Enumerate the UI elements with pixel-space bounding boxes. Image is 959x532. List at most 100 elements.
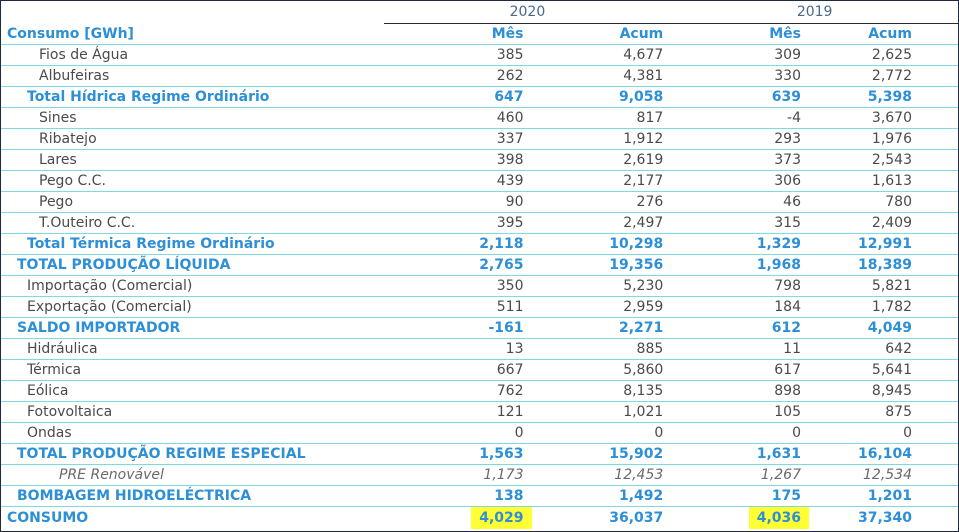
cell-acum-2019: 18,389 [809, 254, 958, 276]
table-row: Lares 398 2,619 373 2,543 [1, 149, 958, 171]
cell-acum-2019: 780 [809, 191, 958, 213]
cell-mes-2020: 90 [383, 191, 532, 213]
row-label: TOTAL PRODUÇÃO LÍQUIDA [1, 254, 384, 276]
cell-acum-2020: 276 [531, 191, 672, 213]
cell-acum-2019: 37,340 [857, 510, 912, 526]
cell-mes-2020: 385 [383, 44, 532, 66]
table-row: T.Outeiro C.C. 395 2,497 315 2,409 [1, 212, 958, 234]
cell-acum-2019: 16,104 [809, 443, 958, 465]
table-row: Total Hídrica Regime Ordinário 647 9,058 63… [1, 86, 958, 108]
table-row: Fios de Água 385 4,677 309 2,625 [1, 44, 958, 66]
cell-acum-2019: 4,049 [809, 317, 958, 339]
cell-acum-2020: 15,902 [531, 443, 672, 465]
year-2020-label: 2020 [383, 1, 672, 24]
cell-acum-2019: 1,201 [809, 485, 958, 507]
row-label: Hidráulica [1, 338, 384, 360]
cell-mes-2020: 511 [383, 296, 532, 318]
row-label: Ribatejo [1, 128, 384, 150]
table-row: PRE Renovável 1,173 12,453 1,267 12,534 [1, 464, 958, 486]
cell-mes-2020: 395 [383, 212, 532, 234]
cell-acum-2019: 875 [809, 401, 958, 423]
table-row: Térmica 667 5,860 617 5,641 [1, 359, 958, 381]
cell-mes-2019: 330 [671, 65, 809, 87]
table-row: Sines 460 817 -4 3,670 [1, 107, 958, 129]
table-row: CONSUMO 4,029 36,037 4,036 37,340 [1, 507, 958, 529]
cell-mes-2019: 4,036 [671, 507, 809, 529]
cell-acum-2020: 1,021 [531, 401, 672, 423]
cell-mes-2019: 315 [671, 212, 809, 234]
cell-mes-2019: 639 [671, 86, 809, 108]
cell-acum-2019: 3,670 [809, 107, 958, 129]
cell-mes-2020: 2,765 [383, 254, 532, 276]
cell-acum-2020: 4,381 [531, 65, 672, 87]
table-row: Importação (Comercial) 350 5,230 798 5,821 [1, 275, 958, 297]
row-label: Fotovoltaica [1, 401, 384, 423]
row-label: Fios de Água [1, 44, 384, 66]
table-row: Albufeiras 262 4,381 330 2,772 [1, 65, 958, 87]
cell-acum-2020: 5,860 [531, 359, 672, 381]
table-row: Exportação (Comercial) 511 2,959 184 1,782 [1, 296, 958, 318]
cell-acum-2019: 8,945 [809, 380, 958, 402]
cell-acum-2020: 2,177 [531, 170, 672, 192]
cell-acum-2020: 10,298 [531, 233, 672, 255]
cell-acum-2019: 5,641 [809, 359, 958, 381]
table-row: Fotovoltaica 121 1,021 105 875 [1, 401, 958, 423]
cell-acum-2020: 2,271 [531, 317, 672, 339]
cell-acum-2019: 5,821 [809, 275, 958, 297]
cell-acum-2019: 2,543 [809, 149, 958, 171]
cell-mes-2019: 1,267 [671, 464, 809, 486]
cell-mes-2019: 617 [671, 359, 809, 381]
cell-mes-2020: 4,029 [384, 507, 532, 529]
cell-mes-2020: -161 [383, 317, 532, 339]
table-row: BOMBAGEM HIDROELÉCTRICA 138 1,492 175 1,201 [1, 485, 958, 507]
cell-mes-2020: 337 [383, 128, 532, 150]
cell-mes-2020: 13 [383, 338, 532, 360]
cell-acum-2020: 885 [531, 338, 672, 360]
cell-mes-2020: 460 [383, 107, 532, 129]
cell-acum-2019: 1,613 [809, 170, 958, 192]
table-row: Total Térmica Regime Ordinário 2,118 10,29… [1, 233, 958, 255]
cell-acum-2020: 12,453 [531, 464, 672, 486]
cell-mes-2020: 121 [383, 401, 532, 423]
highlighted-value: 4,029 [471, 507, 532, 529]
cell-acum-2020: 4,677 [531, 44, 672, 66]
table-row: TOTAL PRODUÇÃO REGIME ESPECIAL 1,563 15,90… [1, 443, 958, 465]
table-row: SALDO IMPORTADOR -161 2,271 612 4,049 [1, 317, 958, 339]
cell-acum-2020: 2,497 [531, 212, 672, 234]
cell-mes-2020: 439 [383, 170, 532, 192]
cell-acum-2020: 8,135 [531, 380, 672, 402]
cell-mes-2020: 350 [383, 275, 532, 297]
cell-acum-2020: 36,037 [609, 510, 664, 526]
cell-mes-2019: 306 [671, 170, 809, 192]
row-label: PRE Renovável [1, 464, 384, 486]
cell-mes-2019: 373 [671, 149, 809, 171]
cell-mes-2019: 1,631 [671, 443, 809, 465]
cell-mes-2019: 46 [671, 191, 809, 213]
cell-mes-2019: 612 [671, 317, 809, 339]
table-row: Pego C.C. 439 2,177 306 1,613 [1, 170, 958, 192]
header-mes-2019: Mês [671, 23, 809, 45]
header-consumo-gwh: Consumo [GWh] [1, 23, 384, 45]
cell-acum-2019: 1,976 [809, 128, 958, 150]
header-mes-2020: Mês [383, 23, 532, 45]
table-row: Hidráulica 13 885 11 642 [1, 338, 958, 360]
cell-mes-2019: 798 [671, 275, 809, 297]
table-row: Ondas 0 0 0 0 [1, 422, 958, 444]
cell-mes-2019: 175 [671, 485, 809, 507]
cell-acum-2019: 12,534 [809, 464, 958, 486]
header-acum-2020: Acum [531, 23, 672, 45]
cell-acum-2019: 12,991 [809, 233, 958, 255]
cell-mes-2019: 1,329 [671, 233, 809, 255]
cell-acum-2020: 2,619 [531, 149, 672, 171]
cell-mes-2019: 293 [671, 128, 809, 150]
cell-acum-2019: 5,398 [809, 86, 958, 108]
cell-mes-2020: 1,563 [383, 443, 532, 465]
cell-mes-2020: 138 [383, 485, 532, 507]
row-label: Exportação (Comercial) [1, 296, 384, 318]
cell-acum-2020: 2,959 [531, 296, 672, 318]
cell-mes-2020: 647 [383, 86, 532, 108]
year-2019-label: 2019 [671, 1, 958, 24]
cell-acum-2020: 5,230 [531, 275, 672, 297]
cell-acum-2019: 0 [809, 422, 958, 444]
